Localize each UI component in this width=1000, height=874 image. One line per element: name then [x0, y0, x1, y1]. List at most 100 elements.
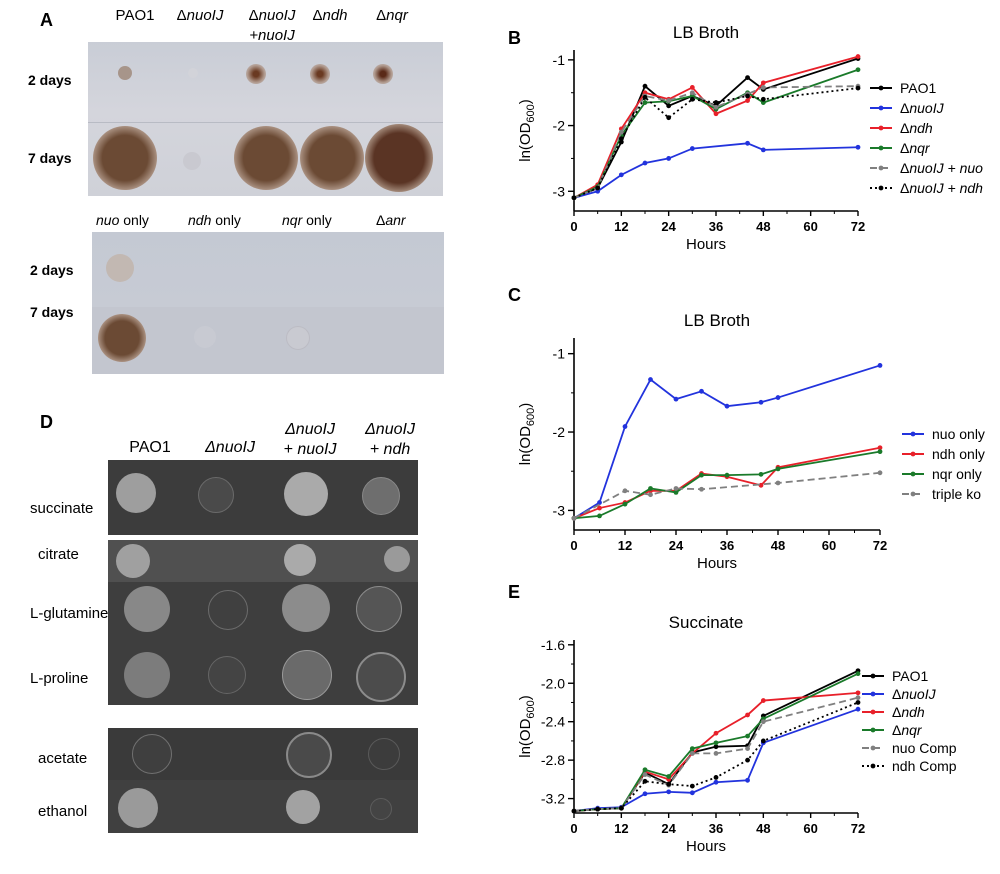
data-point — [745, 98, 750, 103]
column-header-pao1-d: PAO1 — [129, 439, 171, 456]
legend-label: ΔnuoIJ + ndh — [900, 180, 983, 196]
y-tick-label: -2.4 — [541, 714, 565, 730]
plate-bottom-d — [108, 728, 418, 833]
x-tick-label: 0 — [570, 821, 577, 836]
column-header-anr: Δanr — [376, 212, 406, 228]
legend-marker — [910, 491, 916, 497]
data-point — [713, 744, 719, 750]
data-point — [713, 740, 719, 746]
legend-marker — [870, 673, 876, 679]
legend-marker — [878, 125, 884, 131]
data-point — [666, 115, 672, 121]
legend-marker — [878, 85, 884, 91]
data-point — [760, 85, 766, 90]
data-point — [745, 757, 750, 763]
data-point — [877, 449, 883, 455]
colony-comp-7d — [234, 126, 298, 190]
data-point — [760, 96, 766, 102]
data-point — [855, 671, 861, 677]
x-tick-label: 48 — [756, 219, 770, 234]
x-tick-label: 12 — [614, 821, 628, 836]
data-point — [689, 85, 695, 90]
colony-glutamine-nuoij — [208, 590, 248, 630]
data-point — [666, 781, 672, 787]
colony-citrate-comp-ndh — [384, 546, 410, 572]
y-tick-label: -3 — [553, 183, 566, 199]
colony-proline-comp-nuoij — [282, 650, 332, 700]
legend-marker — [910, 471, 916, 477]
y-tick-label: -1.6 — [541, 637, 565, 653]
legend-marker — [870, 709, 876, 715]
chart-title: LB Broth — [684, 311, 750, 330]
data-point — [724, 472, 730, 478]
data-point — [855, 67, 861, 73]
colony-ethanol-comp-nuoij — [286, 790, 320, 824]
row-label-citrate: citrate — [38, 546, 79, 563]
data-point — [760, 100, 766, 105]
data-point — [648, 492, 653, 498]
legend-label: nuo Comp — [892, 740, 957, 756]
data-point — [597, 505, 602, 511]
x-tick-label: 0 — [570, 538, 577, 553]
data-point — [745, 712, 750, 718]
row-label-7days-top: 7 days — [28, 150, 72, 166]
colony-succinate-pao1 — [116, 473, 156, 513]
data-point — [595, 188, 601, 194]
chart-b: LB Broth 0 12 24 36 48 60 72 -3 -2 -1 Hours ln(OD600… — [517, 23, 983, 253]
colony-ethanol-pao1 — [118, 788, 158, 828]
colony-acetate-comp-nuoij — [286, 732, 332, 778]
data-point — [689, 746, 695, 752]
legend-label: ΔnuoIJ — [900, 100, 945, 116]
colony-glutamine-comp-nuoij — [282, 584, 330, 632]
data-point — [745, 75, 750, 80]
panel-letter-a: A — [40, 10, 53, 30]
y-tick-label: -3.2 — [541, 791, 565, 807]
data-point — [699, 472, 704, 478]
panel-letter-e: E — [508, 582, 521, 602]
plate-bottom-panel-a — [92, 232, 444, 374]
data-point — [760, 698, 766, 703]
data-point — [713, 779, 719, 785]
row-label-proline: L-proline — [30, 670, 89, 687]
colony-proline-nuoij — [208, 656, 246, 694]
data-point — [699, 486, 704, 492]
plate-divider — [88, 122, 443, 123]
series-line-5 — [573, 701, 859, 812]
data-point — [689, 751, 695, 756]
legend-marker — [870, 691, 876, 697]
data-point — [618, 805, 624, 811]
legend-marker — [878, 145, 884, 151]
column-header-nqr: Δnqr — [376, 7, 408, 24]
legend-label: ndh Comp — [892, 758, 957, 774]
series-line-1 — [573, 708, 859, 812]
x-tick-label: 36 — [709, 219, 723, 234]
panel-letter-c: C — [508, 285, 521, 305]
data-point — [775, 395, 781, 400]
y-tick-label: -2 — [553, 424, 566, 440]
legend-label: nqr only — [932, 466, 982, 482]
data-point — [666, 156, 672, 161]
y-axis-label: ln(OD600) — [517, 695, 537, 758]
x-tick-label: 24 — [661, 821, 676, 836]
y-tick-label: -3 — [553, 502, 566, 518]
data-point — [648, 486, 653, 491]
colony-nqr-7d — [365, 124, 433, 192]
colony-ndh-7d — [300, 126, 364, 190]
x-axis-label: Hours — [686, 236, 726, 253]
data-point — [713, 100, 719, 105]
data-point — [666, 103, 672, 109]
column-header-nuoij-comp: ΔnuoIJ +nuoIJ — [248, 7, 296, 44]
row-label-succinate: succinate — [30, 500, 94, 517]
colony-acetate-pao1 — [132, 734, 172, 774]
colony-succinate-nuoij — [198, 477, 234, 513]
legend-label: Δndh — [900, 120, 933, 136]
data-point — [673, 486, 679, 491]
legend-marker — [910, 451, 916, 457]
colony-glutamine-comp-ndh — [356, 586, 402, 632]
colony-nuo-only-2d — [106, 254, 134, 282]
data-point — [775, 480, 781, 486]
legend-label: ΔnuoIJ + nuo — [900, 160, 983, 176]
data-point — [745, 733, 750, 739]
legend-label: Δndh — [892, 704, 925, 720]
column-header-pao1: PAO1 — [115, 7, 155, 24]
